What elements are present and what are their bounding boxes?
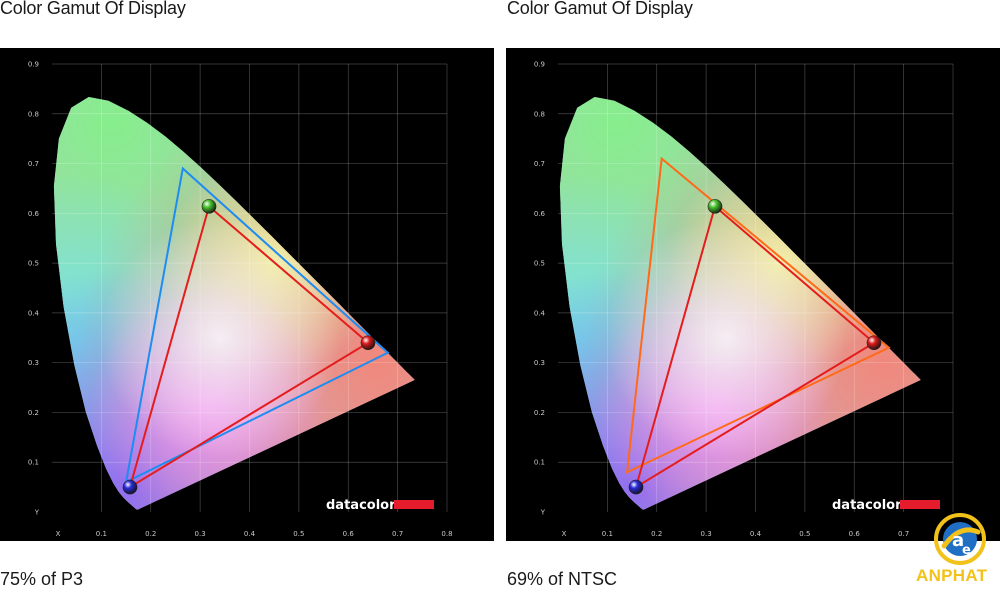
x-tick-label: 0.7 <box>898 530 909 538</box>
gamut-triangle-2 <box>128 204 370 490</box>
y-tick-label: 0.4 <box>28 309 40 317</box>
chart-caption-right: 69% of NTSC <box>507 569 618 589</box>
grid <box>558 63 954 512</box>
y-tick-label: 0.2 <box>28 409 39 417</box>
svg-text:e: e <box>962 543 971 558</box>
primary-point-marker <box>628 479 644 495</box>
y-tick-label: 0.2 <box>534 409 545 417</box>
chart-caption-left: 75% of P3 <box>0 569 84 589</box>
y-tick-label: 0.9 <box>28 61 39 69</box>
anphat-logo-text: ANPHAT <box>916 566 988 585</box>
x-tick-label: 0.7 <box>392 530 403 538</box>
x-axis-label: X <box>562 530 567 538</box>
x-tick-label: 0.1 <box>602 530 613 538</box>
cie-chart-left: 0.1 0.2 0.3 0.4 0.5 0.6 0.7 0.8 0.9 0.1 0.2 0.3 0.4 0… <box>0 48 494 541</box>
y-tick-label: 0.4 <box>534 309 546 317</box>
y-axis-label: Y <box>540 509 546 517</box>
x-tick-label: 0.2 <box>145 530 156 538</box>
primary-point-marker <box>201 199 217 214</box>
grid <box>52 63 448 512</box>
datacolor-bar <box>394 500 434 509</box>
datacolor-watermark: datacolor <box>326 498 396 513</box>
x-tick-label: 0.8 <box>441 530 452 538</box>
y-tick-label: 0.8 <box>28 110 39 118</box>
x-tick-label: 0.6 <box>343 530 355 538</box>
y-tick-label: 0.3 <box>28 359 39 367</box>
primary-point-marker <box>122 479 138 495</box>
y-tick-label: 0.8 <box>534 110 545 118</box>
y-tick-label: 0.7 <box>28 160 39 168</box>
chart-title-right: Color Gamut Of Display <box>507 0 693 18</box>
y-tick-label: 0.1 <box>28 459 39 467</box>
datacolor-watermark: datacolor <box>832 498 902 513</box>
x-tick-label: 0.5 <box>293 530 304 538</box>
gamut-triangle-2 <box>634 204 876 490</box>
gamut-triangle-1 <box>124 166 390 484</box>
x-tick-label: 0.6 <box>849 530 861 538</box>
primary-point-marker <box>707 199 723 214</box>
x-tick-label: 0.2 <box>651 530 662 538</box>
y-tick-label: 0.6 <box>28 210 40 218</box>
y-tick-label: 0.6 <box>534 210 546 218</box>
x-axis-label: X <box>56 530 61 538</box>
y-axis-label: Y <box>34 509 40 517</box>
svg-text:a: a <box>952 530 964 551</box>
x-tick-label: 0.5 <box>799 530 810 538</box>
x-tick-label: 0.3 <box>195 530 206 538</box>
x-tick-label: 0.3 <box>701 530 712 538</box>
datacolor-bar <box>900 500 940 509</box>
x-tick-label: 0.4 <box>244 530 256 538</box>
y-tick-label: 0.5 <box>534 260 545 268</box>
chart-title-left: Color Gamut Of Display <box>0 0 186 18</box>
y-tick-label: 0.3 <box>534 359 545 367</box>
x-tick-label: 0.4 <box>750 530 762 538</box>
y-tick-label: 0.9 <box>534 61 545 69</box>
y-tick-label: 0.5 <box>28 260 39 268</box>
y-tick-label: 0.7 <box>534 160 545 168</box>
x-tick-label: 0.1 <box>96 530 107 538</box>
primary-point-marker <box>360 335 376 351</box>
y-tick-label: 0.1 <box>534 459 545 467</box>
primary-point-marker <box>866 335 882 351</box>
gamut-triangle-1 <box>625 156 891 474</box>
anphat-logo-icon: a e <box>934 513 986 565</box>
cie-chart-right: 0.1 0.2 0.3 0.4 0.5 0.6 0.7 0.8 0.9 0.1 0.2 0.3 0.4 0… <box>506 48 1000 541</box>
